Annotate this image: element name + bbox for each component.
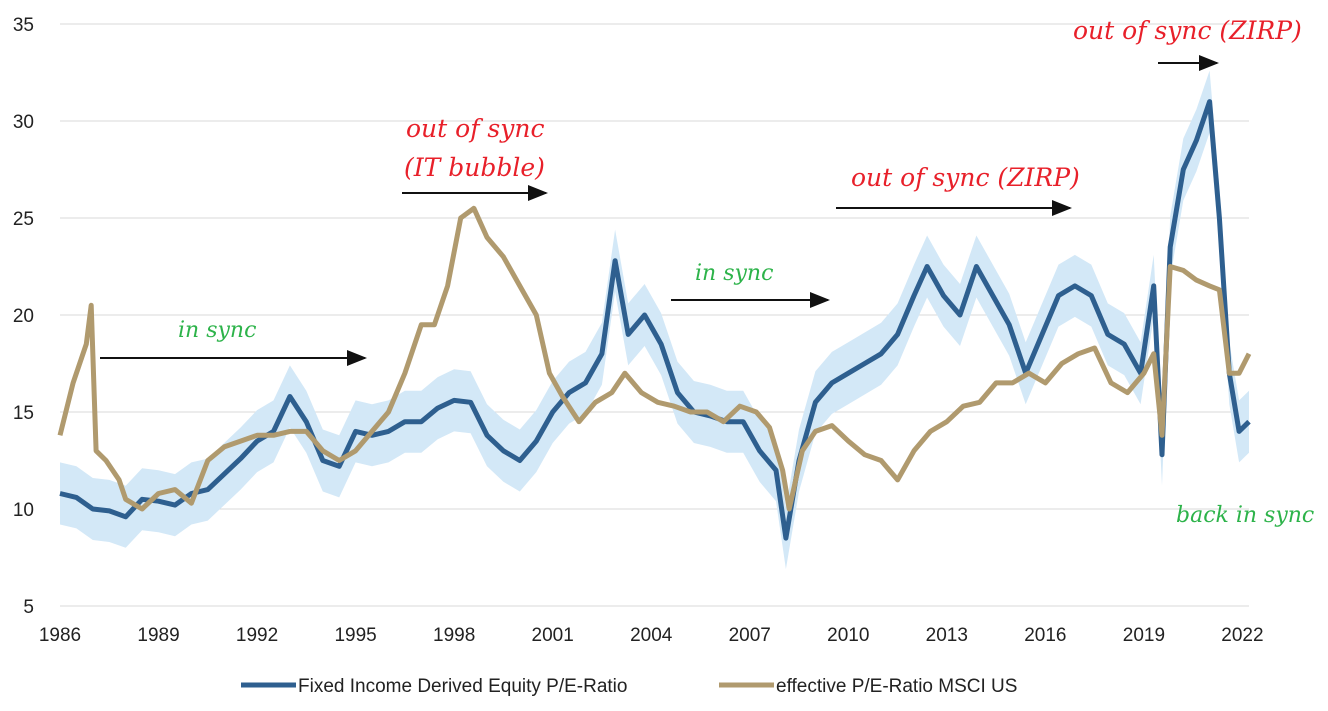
y-tick-label: 15 (13, 403, 34, 424)
annotation-out-of-sync-1: out of sync (406, 114, 544, 143)
y-tick-label: 20 (13, 306, 34, 327)
x-tick-label: 2010 (827, 625, 869, 646)
annotation-out-of-sync-zirp-2: out of sync (ZIRP) (1073, 16, 1302, 45)
legend-label-series-2: effective P/E-Ratio MSCI US (776, 676, 1017, 697)
x-tick-label: 2001 (532, 625, 574, 646)
x-tick-label: 1998 (433, 625, 475, 646)
y-tick-label: 25 (13, 209, 34, 230)
x-axis-tick-labels: 1986 1989 1992 1995 1998 2001 2004 2007 2010 2013… (39, 625, 1264, 646)
y-tick-label: 5 (23, 597, 34, 618)
x-tick-label: 1995 (334, 625, 376, 646)
annotation-out-of-sync-zirp-1: out of sync (ZIRP) (851, 163, 1080, 192)
series-1-range-band (60, 70, 1249, 570)
x-tick-label: 1986 (39, 625, 81, 646)
annotation-back-in-sync: back in sync (1176, 503, 1314, 528)
x-tick-label: 2019 (1123, 625, 1165, 646)
x-tick-label: 2004 (630, 625, 673, 646)
x-tick-label: 1989 (137, 625, 179, 646)
annotation-it-bubble: (IT bubble) (404, 153, 545, 182)
series-2-line (57, 205, 1252, 512)
y-axis-tick-labels: 5 10 15 20 25 30 35 (13, 15, 34, 618)
x-tick-label: 2007 (729, 625, 771, 646)
y-tick-label: 35 (13, 15, 34, 36)
legend-label-series-1: Fixed Income Derived Equity P/E-Ratio (298, 676, 627, 697)
annotation-in-sync-2: in sync (695, 261, 773, 286)
y-tick-label: 10 (13, 500, 34, 521)
x-tick-label: 2013 (926, 625, 968, 646)
legend: Fixed Income Derived Equity P/E-Ratio ef… (241, 676, 1017, 697)
x-tick-label: 2016 (1024, 625, 1066, 646)
annotation-in-sync-1: in sync (178, 318, 256, 343)
annotations: in sync out of sync (IT bubble) in sync … (100, 16, 1314, 528)
x-tick-label: 2022 (1221, 625, 1263, 646)
y-tick-label: 30 (13, 112, 34, 133)
x-tick-label: 1992 (236, 625, 278, 646)
